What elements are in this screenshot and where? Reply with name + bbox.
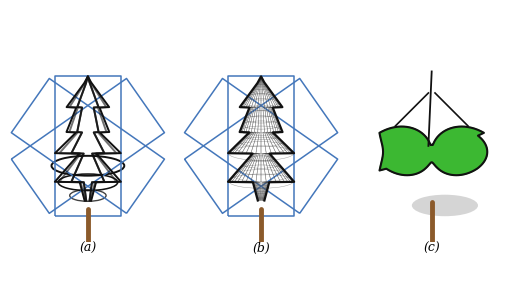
Polygon shape [379,127,488,175]
Text: (b): (b) [252,242,270,255]
Text: (c): (c) [423,242,440,255]
Ellipse shape [412,195,478,216]
Text: (a): (a) [79,242,97,255]
